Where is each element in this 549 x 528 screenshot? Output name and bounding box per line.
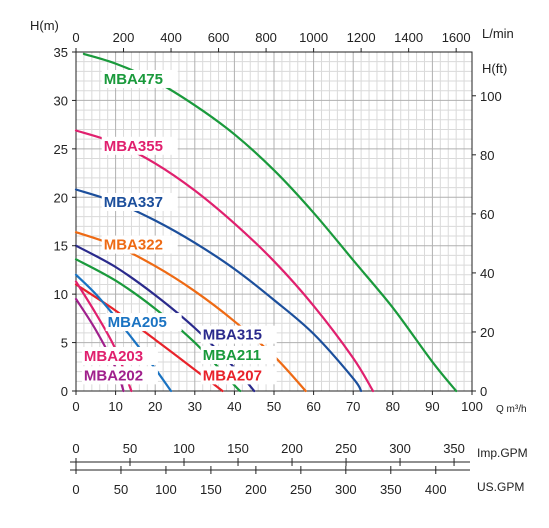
imp-gpm-tick-label: 150 xyxy=(227,441,249,456)
x-tick-label: 60 xyxy=(306,399,320,414)
label-background xyxy=(200,325,277,344)
x-tick-label: 100 xyxy=(461,399,483,414)
imp-gpm-tick-label: 250 xyxy=(335,441,357,456)
label-background xyxy=(200,366,277,385)
x-axis-label: Q m³/h xyxy=(496,404,527,415)
us-gpm-tick-label: 150 xyxy=(200,482,222,497)
us-gpm-tick-label: 350 xyxy=(380,482,402,497)
us-gpm-scale: 0 50 100 150 200 250 300 350 400 xyxy=(70,466,470,497)
y-axis-label-right: H(ft) xyxy=(482,61,507,76)
us-gpm-tick-label: 50 xyxy=(114,482,128,497)
label-mba207: MBA207 xyxy=(203,367,262,384)
imp-gpm-label: Imp.GPM xyxy=(477,446,528,460)
top-axis-label: L/min xyxy=(482,26,514,41)
x-tick-label: 10 xyxy=(108,399,122,414)
y-tick-label: 0 xyxy=(61,384,68,399)
right-tick-label: 80 xyxy=(480,148,494,163)
x-tick-label: 40 xyxy=(227,399,241,414)
label-background xyxy=(105,313,182,332)
top-tick-label: 1400 xyxy=(394,30,423,45)
right-tick-label: 40 xyxy=(480,266,494,281)
label-background xyxy=(81,366,158,385)
right-tick-label: 20 xyxy=(480,325,494,340)
label-background xyxy=(101,69,178,88)
label-background xyxy=(200,346,277,365)
top-tick-label: 200 xyxy=(113,30,135,45)
us-gpm-tick-label: 300 xyxy=(335,482,357,497)
label-mba337: MBA337 xyxy=(104,194,163,211)
label-background xyxy=(101,136,178,155)
right-tick-label: 100 xyxy=(480,89,502,104)
top-tick-label: 800 xyxy=(255,30,277,45)
us-gpm-tick-label: 250 xyxy=(290,482,312,497)
imp-gpm-tick-label: 100 xyxy=(173,441,195,456)
x-tick-label: 80 xyxy=(386,399,400,414)
us-gpm-tick-label: 400 xyxy=(425,482,447,497)
label-mba205: MBA205 xyxy=(108,314,167,331)
x-tick-label: 30 xyxy=(188,399,202,414)
x-tick-label: 90 xyxy=(425,399,439,414)
label-background xyxy=(81,346,158,365)
top-tick-label: 0 xyxy=(72,30,79,45)
curve-labels: MBA475 MBA355 MBA337 MBA322 MBA205 MBA315 MBA2… xyxy=(81,69,277,385)
label-background xyxy=(101,235,178,254)
top-tick-label: 1200 xyxy=(347,30,376,45)
y-tick-label: 30 xyxy=(54,93,68,108)
x-tick-label: 50 xyxy=(267,399,281,414)
right-tick-label: 60 xyxy=(480,207,494,222)
imp-gpm-tick-label: 50 xyxy=(123,441,137,456)
x-tick-label: 0 xyxy=(72,399,79,414)
right-tick-label: 0 xyxy=(480,384,487,399)
imp-gpm-tick-label: 200 xyxy=(281,441,303,456)
us-gpm-label: US.GPM xyxy=(477,480,524,494)
us-gpm-tick-label: 0 xyxy=(72,482,79,497)
top-tick-label: 1600 xyxy=(442,30,471,45)
top-tick-label: 400 xyxy=(160,30,182,45)
y-tick-label: 25 xyxy=(54,142,68,157)
label-mba315: MBA315 xyxy=(203,327,262,344)
imp-gpm-tick-label: 300 xyxy=(389,441,411,456)
imp-gpm-tick-label: 350 xyxy=(443,441,465,456)
label-mba475: MBA475 xyxy=(104,71,163,88)
y-tick-label: 10 xyxy=(54,287,68,302)
label-mba322: MBA322 xyxy=(104,237,163,254)
y-tick-label: 15 xyxy=(54,239,68,254)
label-mba355: MBA355 xyxy=(104,138,163,155)
x-tick-label: 20 xyxy=(148,399,162,414)
label-mba211: MBA211 xyxy=(203,347,261,364)
y-axis-label-left: H(m) xyxy=(30,18,59,33)
imp-gpm-tick-label: 0 xyxy=(72,441,79,456)
x-tick-label: 70 xyxy=(346,399,360,414)
label-mba203: MBA203 xyxy=(84,348,143,365)
y-tick-label: 35 xyxy=(54,45,68,60)
label-background xyxy=(101,192,178,211)
label-mba202: MBA202 xyxy=(84,367,143,384)
top-tick-label: 1000 xyxy=(299,30,328,45)
imp-gpm-scale: 0 50 100 150 200 250 300 350 xyxy=(70,441,470,466)
y-tick-label: 20 xyxy=(54,190,68,205)
us-gpm-tick-label: 200 xyxy=(245,482,267,497)
y-tick-label: 5 xyxy=(61,336,68,351)
us-gpm-tick-label: 100 xyxy=(155,482,177,497)
top-tick-label: 600 xyxy=(208,30,230,45)
